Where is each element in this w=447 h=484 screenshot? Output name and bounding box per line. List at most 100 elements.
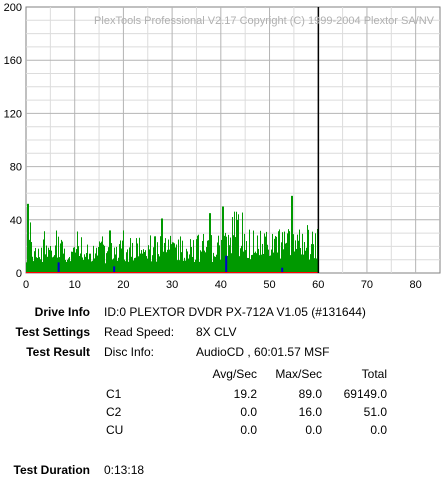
c1-bar <box>206 247 207 273</box>
c1-bar <box>237 219 238 273</box>
c1-bar <box>54 255 55 273</box>
c1-bar <box>66 261 67 273</box>
c1-bar <box>314 258 315 273</box>
read-speed-value: 8X CLV <box>196 325 237 339</box>
c1-bar <box>261 254 262 273</box>
c1-bar <box>125 261 126 273</box>
c1-bar <box>28 203 29 273</box>
c1-bar <box>223 206 224 273</box>
c1-bar <box>145 250 146 273</box>
c1-bar <box>316 258 317 273</box>
c1-bar <box>159 256 160 273</box>
c1-bar <box>106 253 107 273</box>
c1-bar <box>222 206 223 273</box>
c1-bar <box>169 249 170 273</box>
c1-bar <box>58 236 59 273</box>
c1-bar <box>93 245 94 273</box>
c1-bar <box>196 239 197 273</box>
c1-bar <box>168 239 169 273</box>
c1-bar <box>291 195 292 273</box>
c1-bar <box>209 213 210 273</box>
y-tick-label: 0 <box>16 268 22 280</box>
c1-bar <box>124 259 125 273</box>
c1-bar <box>221 239 222 273</box>
c1-bar <box>180 236 181 273</box>
c1-bar <box>46 245 47 273</box>
c1-bar <box>27 203 28 273</box>
c1-bar <box>40 259 41 273</box>
c1-bar <box>43 239 44 273</box>
c1-bar <box>100 242 101 273</box>
c1-bar <box>88 259 89 273</box>
c1-bar <box>131 256 132 273</box>
c1-bar <box>164 242 165 273</box>
c1-bar <box>69 256 70 273</box>
c1-bar <box>190 239 191 273</box>
c1-bar <box>82 257 83 273</box>
c1-bar <box>97 255 98 273</box>
x-tick-label: 50 <box>263 279 275 291</box>
c1-bar <box>225 232 226 273</box>
c1-bar <box>133 260 134 273</box>
x-tick-label: 30 <box>166 279 178 291</box>
c1-bar <box>304 242 305 273</box>
c1-bar <box>229 245 230 273</box>
c1-bar <box>53 256 54 273</box>
c1-bar <box>280 258 281 273</box>
c1-bar <box>247 257 248 273</box>
max-header: Max/Sec <box>275 367 322 381</box>
y-tick-label: 120 <box>4 108 22 120</box>
c1-bar <box>240 248 241 273</box>
c1-bar <box>287 233 288 273</box>
c1-bar <box>117 260 118 273</box>
c1-bar <box>308 229 309 273</box>
c1-bar <box>213 252 214 273</box>
test-result-label: Test Result <box>26 345 90 359</box>
c1-bar <box>278 231 279 273</box>
c1-bar <box>87 244 88 273</box>
c1-bar <box>283 249 284 273</box>
c1-bar <box>216 254 217 273</box>
c1-bar <box>210 213 211 273</box>
c1-bar <box>136 238 137 273</box>
c1-bar <box>142 253 143 273</box>
c1-bar <box>99 241 100 273</box>
error-rate-chart: 0 40 80 120 160 200 0 10 20 30 40 50 60 70 80 PlexToo… <box>4 2 441 291</box>
x-tick-label: 60 <box>312 279 324 291</box>
c1-bar <box>249 229 250 273</box>
c1-bar <box>143 249 144 273</box>
c1-bar <box>101 241 102 273</box>
c1-bar <box>56 230 57 273</box>
c1-bar <box>212 261 213 273</box>
c1-bar <box>70 261 71 273</box>
row-max: 89.0 <box>298 387 322 401</box>
c1-bar <box>306 247 307 273</box>
c1-bar <box>234 211 235 273</box>
c1-bar <box>178 239 179 273</box>
c1-bar <box>242 212 243 273</box>
c1-bar <box>188 258 189 273</box>
c1-bar <box>31 241 32 273</box>
c1-bar <box>167 249 168 273</box>
c1-bar <box>257 235 258 273</box>
c1-bar <box>37 257 38 273</box>
x-tick-label: 0 <box>23 279 29 291</box>
c1-bar <box>92 260 93 273</box>
c1-bar <box>285 243 286 273</box>
c1-bar <box>32 256 33 273</box>
c1-bar <box>250 259 251 273</box>
x-tick-label: 70 <box>361 279 373 291</box>
c1-bar <box>177 260 178 273</box>
c1-bar <box>146 256 147 273</box>
c1-bar <box>263 253 264 273</box>
c1-bar <box>110 230 111 273</box>
c1-bar <box>256 253 257 273</box>
c1-bar <box>63 253 64 273</box>
c1-bar <box>89 253 90 273</box>
c1-bar <box>191 246 192 273</box>
row-name: C1 <box>106 387 122 401</box>
c1-bar <box>199 261 200 273</box>
c1-bar <box>299 229 300 273</box>
c1-bar <box>38 248 39 273</box>
c1-bar <box>30 222 31 273</box>
